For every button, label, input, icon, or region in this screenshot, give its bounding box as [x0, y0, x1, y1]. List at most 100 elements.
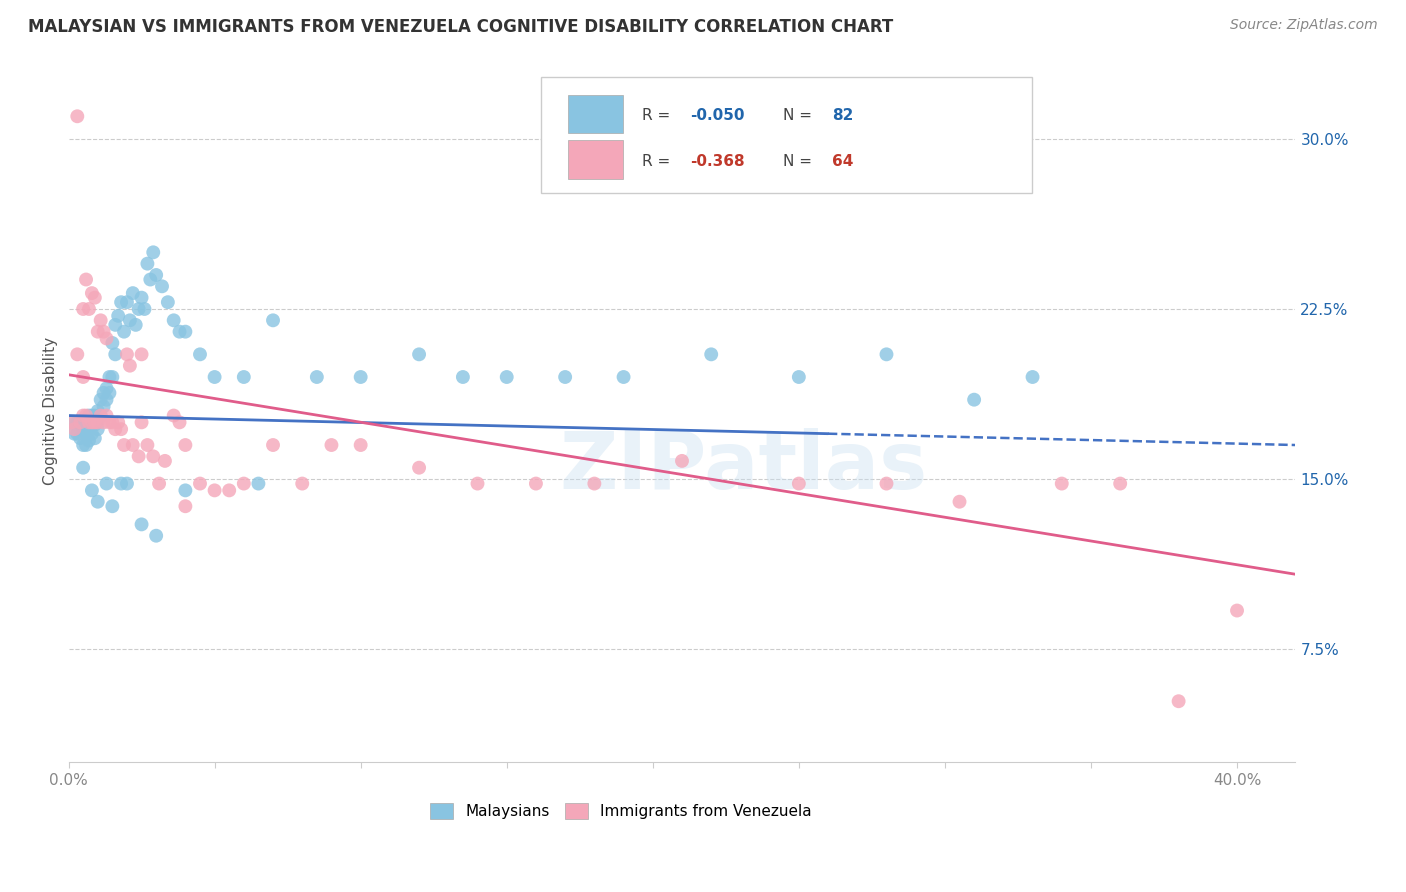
Point [134, 301, 156, 316]
Point [96, 409, 118, 423]
Point [87, 404, 110, 418]
Point [110, 422, 132, 436]
Point [1226, 603, 1249, 617]
Point [69, 431, 91, 445]
Point [118, 359, 141, 373]
Point [63, 426, 86, 441]
Point [188, 476, 211, 491]
Point [83, 409, 105, 423]
Text: Source: ZipAtlas.com: Source: ZipAtlas.com [1230, 18, 1378, 32]
Point [121, 438, 143, 452]
Point [77, 301, 100, 316]
Point [80, 415, 103, 429]
Point [66, 415, 89, 429]
Point [80, 286, 103, 301]
FancyBboxPatch shape [541, 78, 1032, 194]
Point [451, 370, 474, 384]
Point [87, 413, 110, 427]
Point [104, 422, 127, 436]
Point [93, 385, 115, 400]
Point [948, 494, 970, 508]
Point [101, 415, 124, 429]
Point [125, 318, 148, 332]
Point [408, 460, 430, 475]
Point [66, 426, 89, 441]
Point [142, 245, 165, 260]
Point [98, 415, 121, 429]
Point [93, 325, 115, 339]
Point [128, 301, 150, 316]
Text: 82: 82 [832, 108, 853, 123]
Point [104, 347, 127, 361]
Point [96, 381, 118, 395]
Point [148, 476, 170, 491]
Point [139, 272, 162, 286]
Point [72, 301, 94, 316]
Point [83, 431, 105, 445]
Point [104, 318, 127, 332]
Point [174, 325, 197, 339]
Point [101, 370, 124, 384]
Point [110, 476, 132, 491]
Point [90, 313, 112, 327]
Point [305, 370, 328, 384]
Point [153, 454, 176, 468]
Point [188, 347, 211, 361]
Point [90, 392, 112, 407]
Point [72, 438, 94, 452]
Point [87, 325, 110, 339]
Point [204, 370, 226, 384]
Y-axis label: Cognitive Disability: Cognitive Disability [44, 337, 58, 485]
Point [80, 426, 103, 441]
Point [131, 347, 153, 361]
Point [87, 494, 110, 508]
Point [156, 295, 179, 310]
Point [524, 476, 547, 491]
Point [163, 409, 186, 423]
Point [613, 370, 636, 384]
Point [128, 450, 150, 464]
Point [98, 370, 121, 384]
Point [75, 272, 97, 286]
Point [321, 438, 343, 452]
Point [63, 422, 86, 436]
Point [80, 409, 103, 423]
Point [75, 438, 97, 452]
Point [131, 291, 153, 305]
Point [72, 415, 94, 429]
Point [150, 279, 173, 293]
Point [115, 347, 138, 361]
Point [112, 438, 135, 452]
Text: MALAYSIAN VS IMMIGRANTS FROM VENEZUELA COGNITIVE DISABILITY CORRELATION CHART: MALAYSIAN VS IMMIGRANTS FROM VENEZUELA C… [28, 18, 893, 36]
Point [218, 483, 240, 498]
Point [77, 409, 100, 423]
Point [131, 415, 153, 429]
Point [174, 483, 197, 498]
Point [1050, 476, 1073, 491]
Point [72, 460, 94, 475]
Point [145, 268, 167, 282]
Text: -0.050: -0.050 [690, 108, 745, 123]
Point [174, 438, 197, 452]
Point [467, 476, 489, 491]
FancyBboxPatch shape [568, 95, 623, 134]
Point [83, 417, 105, 432]
Point [408, 347, 430, 361]
Point [96, 331, 118, 345]
Point [112, 325, 135, 339]
Point [262, 438, 284, 452]
Text: ZIPatlas: ZIPatlas [560, 428, 928, 507]
Point [110, 295, 132, 310]
Point [963, 392, 986, 407]
Point [98, 385, 121, 400]
Text: N =: N = [783, 154, 817, 169]
Point [787, 476, 810, 491]
Point [83, 291, 105, 305]
Point [262, 313, 284, 327]
Point [554, 370, 576, 384]
Point [115, 295, 138, 310]
Point [169, 415, 191, 429]
Point [96, 392, 118, 407]
Point [72, 422, 94, 436]
Point [136, 438, 159, 452]
